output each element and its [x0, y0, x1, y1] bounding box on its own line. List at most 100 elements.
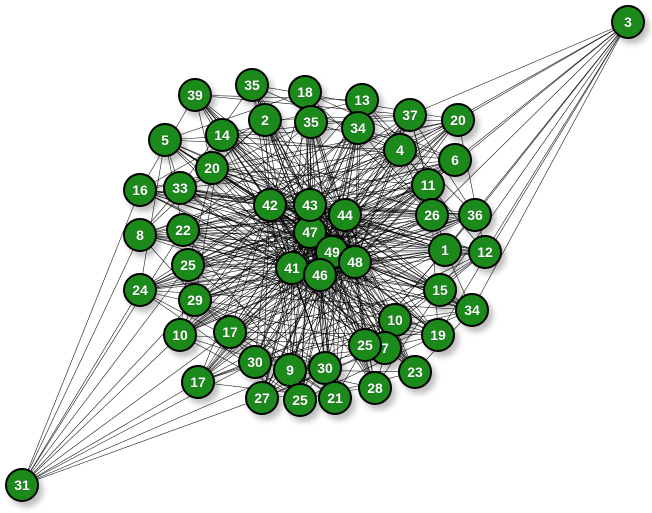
node-label: 35	[244, 77, 260, 93]
graph-node[interactable]: 4	[383, 133, 417, 167]
graph-node[interactable]: 2	[248, 103, 282, 137]
node-label: 27	[254, 390, 270, 406]
node-label: 30	[247, 354, 263, 370]
node-label: 8	[136, 227, 144, 243]
network-graph: 4749444341464842393518132353437205142046…	[0, 0, 652, 513]
graph-node[interactable]: 22	[166, 213, 200, 247]
node-label: 31	[14, 477, 30, 493]
graph-node[interactable]: 17	[181, 365, 215, 399]
node-label: 39	[187, 87, 203, 103]
graph-node[interactable]: 26	[415, 198, 449, 232]
node-label: 7	[381, 340, 389, 356]
node-label: 29	[187, 292, 203, 308]
node-label: 13	[354, 92, 370, 108]
node-label: 44	[337, 207, 353, 223]
graph-node[interactable]: 25	[283, 383, 317, 417]
node-label: 6	[451, 152, 459, 168]
node-label: 15	[432, 282, 448, 298]
node-label: 25	[180, 257, 196, 273]
node-label: 20	[450, 112, 466, 128]
graph-node[interactable]: 43	[293, 188, 327, 222]
graph-node[interactable]: 37	[393, 98, 427, 132]
node-label: 22	[175, 222, 191, 238]
graph-node[interactable]: 30	[238, 345, 272, 379]
node-label: 47	[302, 224, 318, 240]
graph-node[interactable]: 35	[294, 105, 328, 139]
graph-node[interactable]: 29	[178, 283, 212, 317]
node-label: 12	[477, 244, 493, 260]
graph-node[interactable]: 35	[235, 68, 269, 102]
node-label: 34	[350, 120, 366, 136]
node-label: 18	[297, 84, 313, 100]
node-label: 19	[430, 327, 446, 343]
graph-node[interactable]: 39	[178, 78, 212, 112]
node-label: 33	[172, 180, 188, 196]
graph-node[interactable]: 6	[438, 143, 472, 177]
graph-node[interactable]: 20	[441, 103, 475, 137]
graph-node[interactable]: 36	[458, 198, 492, 232]
graph-node[interactable]: 46	[303, 258, 337, 292]
graph-node[interactable]: 8	[123, 218, 157, 252]
graph-node[interactable]: 34	[341, 111, 375, 145]
node-label: 5	[161, 132, 169, 148]
node-label: 2	[261, 112, 269, 128]
node-label: 48	[347, 254, 363, 270]
graph-node[interactable]: 28	[358, 371, 392, 405]
node-label: 24	[132, 282, 148, 298]
graph-node[interactable]: 17	[213, 315, 247, 349]
node-label: 26	[424, 207, 440, 223]
graph-node[interactable]: 34	[455, 293, 489, 327]
graph-node[interactable]: 10	[163, 318, 197, 352]
node-label: 10	[172, 327, 188, 343]
node-label: 17	[222, 324, 238, 340]
node-label: 28	[367, 380, 383, 396]
graph-node[interactable]: 30	[308, 351, 342, 385]
graph-node[interactable]: 16	[123, 173, 157, 207]
graph-node[interactable]: 19	[421, 318, 455, 352]
node-label: 16	[132, 182, 148, 198]
graph-node[interactable]: 14	[205, 118, 239, 152]
node-label: 43	[302, 197, 318, 213]
node-label: 4	[396, 142, 404, 158]
node-label: 46	[312, 267, 328, 283]
node-label: 9	[286, 362, 294, 378]
graph-node[interactable]: 31	[5, 468, 39, 502]
node-label: 23	[407, 364, 423, 380]
graph-node[interactable]: 15	[423, 273, 457, 307]
graph-node[interactable]: 25	[171, 248, 205, 282]
node-label: 30	[317, 360, 333, 376]
graph-node[interactable]: 42	[253, 188, 287, 222]
node-label: 25	[357, 337, 373, 353]
node-label: 25	[292, 392, 308, 408]
node-label: 41	[284, 260, 300, 276]
graph-node[interactable]: 21	[318, 381, 352, 415]
node-label: 42	[262, 197, 278, 213]
graph-node[interactable]: 24	[123, 273, 157, 307]
node-label: 21	[327, 390, 343, 406]
graph-node[interactable]: 33	[163, 171, 197, 205]
graph-node[interactable]: 20	[195, 151, 229, 185]
graph-node[interactable]: 48	[338, 245, 372, 279]
graph-node[interactable]: 44	[328, 198, 362, 232]
graph-node[interactable]: 5	[148, 123, 182, 157]
node-label: 35	[303, 114, 319, 130]
node-label: 37	[402, 107, 418, 123]
node-label: 1	[441, 242, 449, 258]
graph-node[interactable]: 11	[411, 168, 445, 202]
node-label: 10	[387, 312, 403, 328]
graph-node[interactable]: 3	[611, 5, 645, 39]
node-label: 11	[421, 177, 436, 193]
node-label: 3	[624, 14, 632, 30]
graph-node[interactable]: 1	[428, 233, 462, 267]
graph-node[interactable]: 23	[398, 355, 432, 389]
node-label: 34	[464, 302, 480, 318]
node-label: 20	[204, 160, 220, 176]
node-label: 17	[190, 374, 206, 390]
node-label: 36	[467, 207, 483, 223]
graph-node[interactable]: 12	[468, 235, 502, 269]
graph-node[interactable]: 27	[245, 381, 279, 415]
graph-node[interactable]: 25	[348, 328, 382, 362]
graph-node[interactable]: 9	[273, 353, 307, 387]
graph-node[interactable]: 18	[288, 75, 322, 109]
node-label: 14	[214, 127, 230, 143]
